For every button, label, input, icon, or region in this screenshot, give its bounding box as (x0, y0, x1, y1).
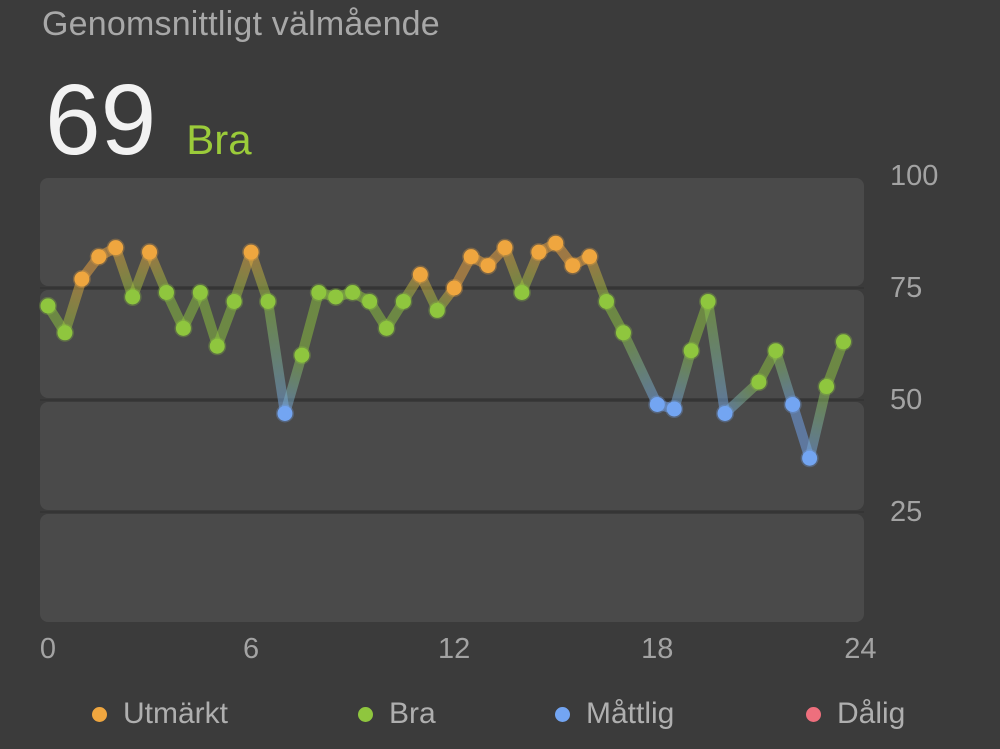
data-point[interactable] (360, 292, 379, 311)
score-rating-label: Bra (186, 116, 252, 163)
line-segment (212, 296, 240, 352)
legend-item-bra[interactable]: Bra (358, 696, 436, 732)
line-segment (770, 345, 798, 410)
line-segment (279, 350, 307, 419)
y-axis-label: 25 (890, 496, 923, 528)
legend-item-label: Bra (389, 697, 436, 730)
chart-band (40, 402, 864, 510)
data-point[interactable] (191, 283, 210, 302)
line-segment (229, 247, 257, 307)
chart-band (40, 178, 864, 286)
data-point[interactable] (106, 238, 125, 257)
x-axis-label: 6 (243, 633, 260, 665)
line-segment (499, 242, 527, 298)
data-point[interactable] (766, 341, 785, 360)
data-point[interactable] (614, 323, 633, 342)
data-point[interactable] (428, 301, 447, 320)
line-segment (804, 381, 832, 464)
line-segment (195, 287, 223, 352)
data-point[interactable] (242, 243, 261, 262)
data-point[interactable] (225, 292, 244, 311)
data-point[interactable] (259, 292, 278, 311)
line-segment (821, 336, 849, 392)
data-point[interactable] (495, 238, 514, 257)
data-point[interactable] (546, 234, 565, 253)
score-value: 69 (45, 64, 157, 176)
data-point[interactable] (749, 373, 768, 392)
chart-band (40, 514, 864, 622)
data-point[interactable] (716, 404, 734, 423)
data-point[interactable] (783, 395, 802, 414)
data-point[interactable] (377, 319, 396, 338)
data-point[interactable] (275, 404, 294, 423)
page-title: Genomsnittligt välmående (42, 5, 440, 43)
x-axis-label: 24 (844, 633, 877, 665)
legend-item-label: Måttlig (586, 697, 675, 730)
legend-item-utmarkt[interactable]: Utmärkt (92, 696, 228, 732)
data-point[interactable] (309, 283, 328, 302)
line-segment (296, 287, 324, 361)
gridline (40, 511, 864, 513)
legend-item-label: Utmärkt (123, 697, 228, 730)
data-point[interactable] (326, 287, 345, 306)
good-dot-icon (358, 706, 373, 722)
legend-item-label: Dålig (837, 697, 906, 730)
excellent-dot-icon (92, 706, 107, 722)
data-point[interactable] (580, 247, 599, 266)
line-segment (246, 247, 274, 307)
data-point[interactable] (123, 287, 142, 306)
x-axis-label: 12 (438, 633, 471, 665)
data-point[interactable] (648, 395, 667, 414)
data-point[interactable] (55, 323, 74, 342)
line-segment (127, 247, 155, 302)
data-point[interactable] (479, 256, 498, 275)
x-axis-label: 18 (641, 633, 674, 665)
data-point[interactable] (512, 283, 531, 302)
line-segment (110, 242, 138, 302)
data-point[interactable] (529, 243, 548, 262)
line-segment (720, 377, 764, 419)
legend-item-mattlig[interactable]: Måttlig (555, 696, 674, 732)
data-point[interactable] (140, 243, 159, 262)
gridline (40, 399, 864, 401)
x-axis-label: 0 (39, 633, 57, 665)
line-segment (618, 327, 663, 410)
data-point[interactable] (208, 337, 227, 356)
data-point[interactable] (462, 247, 481, 266)
line-segment (584, 251, 612, 307)
poor-dot-icon (806, 706, 821, 722)
data-point[interactable] (292, 346, 311, 365)
data-point[interactable] (834, 332, 853, 351)
line-segment (669, 345, 697, 414)
line-segment (263, 296, 290, 419)
data-point[interactable] (394, 292, 413, 311)
data-point[interactable] (682, 341, 701, 360)
data-point[interactable] (445, 279, 464, 297)
data-point[interactable] (665, 399, 684, 418)
y-axis-label: 100 (890, 160, 939, 192)
chart-band (40, 290, 864, 398)
data-point[interactable] (157, 283, 176, 302)
data-point[interactable] (72, 270, 91, 289)
data-point[interactable] (563, 256, 582, 275)
data-point[interactable] (174, 319, 193, 338)
y-axis-label: 50 (890, 384, 923, 416)
score-row: 69 Bra (45, 70, 252, 170)
legend-item-dalig[interactable]: Dålig (806, 696, 905, 732)
data-point[interactable] (597, 292, 616, 311)
data-point[interactable] (39, 296, 57, 315)
data-point[interactable] (411, 265, 430, 284)
moderate-dot-icon (555, 706, 570, 722)
data-point[interactable] (800, 449, 819, 468)
line-segment (703, 296, 730, 419)
line-segment (59, 274, 87, 338)
data-point[interactable] (343, 283, 362, 302)
y-axis-label: 75 (890, 272, 923, 304)
data-point[interactable] (89, 247, 108, 266)
data-point[interactable] (817, 377, 836, 396)
data-point[interactable] (699, 292, 718, 311)
